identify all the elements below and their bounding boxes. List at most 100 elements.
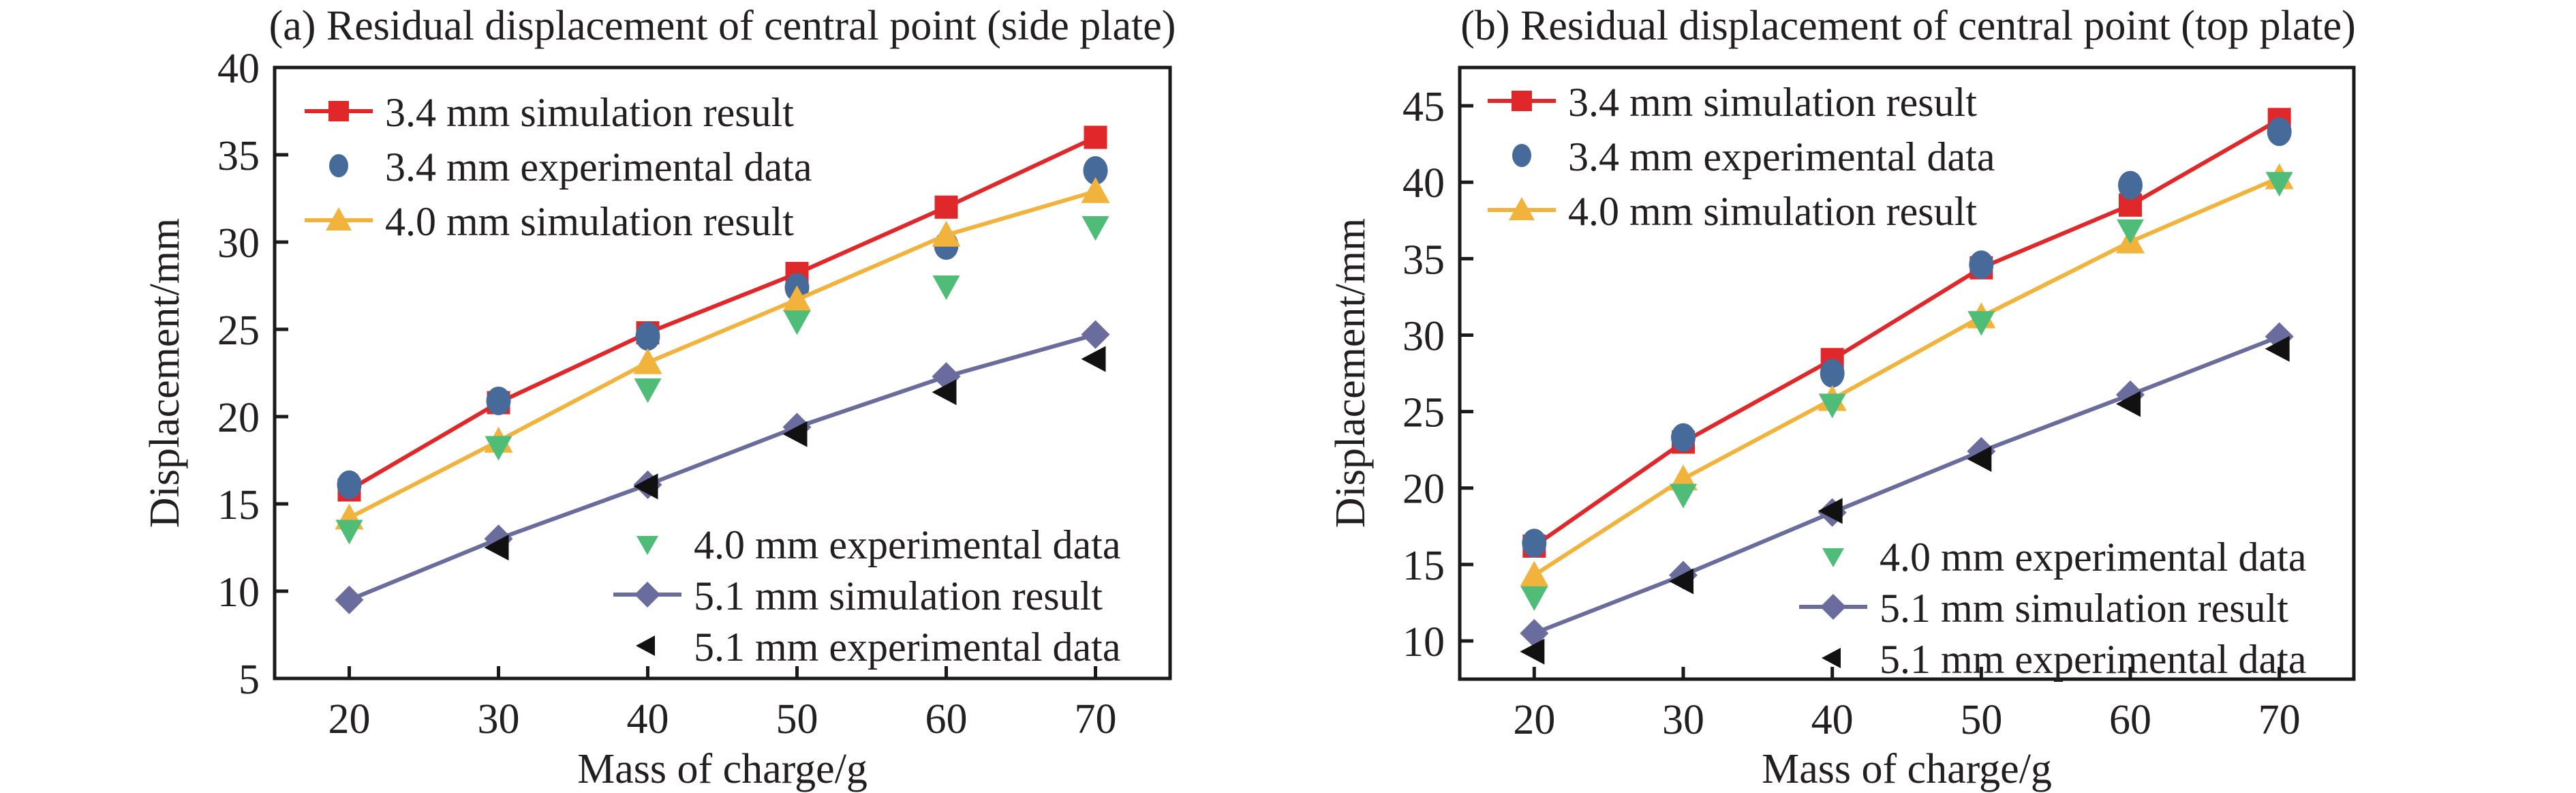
y-tick-label: 5 <box>239 657 260 703</box>
chart-panel-a: (a) Residual displacement of central poi… <box>142 3 1176 792</box>
legend-marker <box>634 582 660 608</box>
data-point <box>932 275 960 300</box>
legend-marker <box>637 536 658 555</box>
y-tick-label: 20 <box>217 395 260 441</box>
data-point <box>1522 528 1547 558</box>
y-tick-label: 35 <box>217 133 260 179</box>
legend-label: 3.4 mm simulation result <box>385 90 794 135</box>
data-point <box>1081 320 1110 349</box>
data-point <box>1820 359 1845 388</box>
legend-b: 3.4 mm simulation result 3.4 mm experimen… <box>1488 80 2306 682</box>
series-5-1-mm-experimental-data <box>1520 335 2290 665</box>
chart-title-a: (a) Residual displacement of central poi… <box>269 3 1176 49</box>
legend-item: 5.1 mm experimental data <box>1822 637 2306 682</box>
data-point <box>1669 568 1693 595</box>
legend-label: 3.4 mm simulation result <box>1568 80 1977 125</box>
data-point <box>485 436 512 461</box>
legend-item: 4.0 mm simulation result <box>1488 189 1977 234</box>
y-tick-label: 25 <box>1402 390 1445 436</box>
y-axis-label-a: Displacement/mm <box>142 218 188 528</box>
series-line <box>348 332 1097 602</box>
data-point <box>1967 311 1995 336</box>
legend-marker <box>1822 548 1844 567</box>
legend-marker <box>636 635 655 656</box>
data-point <box>335 520 363 545</box>
legend-item: 5.1 mm simulation result <box>1799 586 2288 631</box>
x-tick-label: 20 <box>1513 697 1555 743</box>
data-point <box>782 421 808 447</box>
x-tick-label: 30 <box>1662 697 1704 743</box>
data-point <box>635 322 660 351</box>
data-point <box>934 195 958 219</box>
data-point <box>1671 423 1696 452</box>
legend-item: 3.4 mm experimental data <box>1512 134 1995 179</box>
data-point <box>337 470 362 499</box>
legend-item: 3.4 mm experimental data <box>329 145 812 190</box>
y-tick-label: 40 <box>217 46 260 92</box>
chart-panel-b: (b) Residual displacement of central poi… <box>1328 3 2356 792</box>
legend-item: 3.4 mm simulation result <box>1488 80 1977 125</box>
data-point <box>1082 215 1109 241</box>
x-tick-label: 20 <box>328 696 371 743</box>
legend-label: 3.4 mm experimental data <box>385 145 812 190</box>
legend-marker <box>1512 144 1531 167</box>
legend-item: 5.1 mm experimental data <box>636 625 1120 670</box>
legend-marker <box>326 207 352 230</box>
data-point <box>782 285 812 312</box>
data-point <box>932 220 961 247</box>
y-tick-label: 20 <box>1402 466 1445 513</box>
x-tick-label: 70 <box>2258 697 2301 743</box>
data-point <box>1520 560 1549 587</box>
series-line <box>1533 117 2281 548</box>
legend-label: 4.0 mm experimental data <box>1880 535 2306 580</box>
chart-title-b: (b) Residual displacement of central poi… <box>1460 3 2356 49</box>
legend-label: 4.0 mm experimental data <box>694 522 1120 567</box>
x-tick-label: 70 <box>1075 696 1117 743</box>
y-tick-label: 10 <box>1402 619 1445 665</box>
legend-marker <box>1822 648 1841 668</box>
legend-label: 5.1 mm simulation result <box>694 573 1103 618</box>
legend-item: 3.4 mm simulation result <box>305 90 794 135</box>
y-axis-b: 10 15 20 25 30 35 40 45 <box>1402 84 1473 665</box>
data-point <box>2117 219 2144 244</box>
data-point <box>2116 391 2141 417</box>
x-tick-label: 40 <box>627 696 669 743</box>
x-tick-label: 60 <box>2109 697 2151 743</box>
series-line <box>348 135 1097 492</box>
x-axis-label-b: Mass of charge/g <box>1762 746 2052 792</box>
y-tick-label: 30 <box>1402 313 1445 359</box>
plot-frame-a <box>273 65 1172 680</box>
x-axis-a: 20 30 40 50 60 70 <box>328 666 1117 743</box>
legend-label: 4.0 mm simulation result <box>1568 189 1977 234</box>
series-line <box>348 189 1097 520</box>
legend-label: 3.4 mm experimental data <box>1568 134 1995 179</box>
legend-marker <box>1512 91 1532 111</box>
x-tick-label: 50 <box>1960 697 2002 743</box>
series-4-0-mm-experimental-data <box>335 215 1109 545</box>
data-point <box>486 386 511 415</box>
data-point <box>1081 346 1106 372</box>
data-point <box>1967 446 1992 473</box>
legend-a: 3.4 mm simulation result 3.4 mm experimen… <box>305 90 1120 670</box>
legend-item: 4.0 mm experimental data <box>637 522 1120 567</box>
legend-marker <box>1509 197 1535 220</box>
legend-item: 4.0 mm experimental data <box>1822 535 2306 580</box>
x-tick-label: 40 <box>1811 697 1854 743</box>
series-line <box>1533 175 2280 578</box>
data-point <box>2118 170 2143 200</box>
y-axis-label-b: Displacement/mm <box>1328 218 1374 528</box>
series-line <box>1533 334 2280 635</box>
legend-label: 5.1 mm simulation result <box>1880 586 2288 631</box>
data-point <box>1818 393 1846 419</box>
data-point <box>1520 586 1548 611</box>
legend-item: 5.1 mm simulation result <box>613 573 1103 618</box>
data-point <box>932 379 957 406</box>
y-axis-a: 5 10 15 20 25 30 35 40 <box>217 46 288 703</box>
legend-marker <box>328 101 349 121</box>
data-point <box>633 473 658 500</box>
series-3-4-mm-experimental-data <box>1522 117 2292 558</box>
y-tick-label: 15 <box>1402 543 1445 589</box>
data-point <box>634 378 662 404</box>
data-point <box>783 310 811 335</box>
